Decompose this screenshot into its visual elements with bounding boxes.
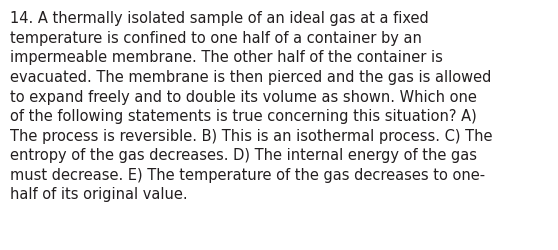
Text: 14. A thermally isolated sample of an ideal gas at a fixed
temperature is confin: 14. A thermally isolated sample of an id… [10, 11, 493, 202]
